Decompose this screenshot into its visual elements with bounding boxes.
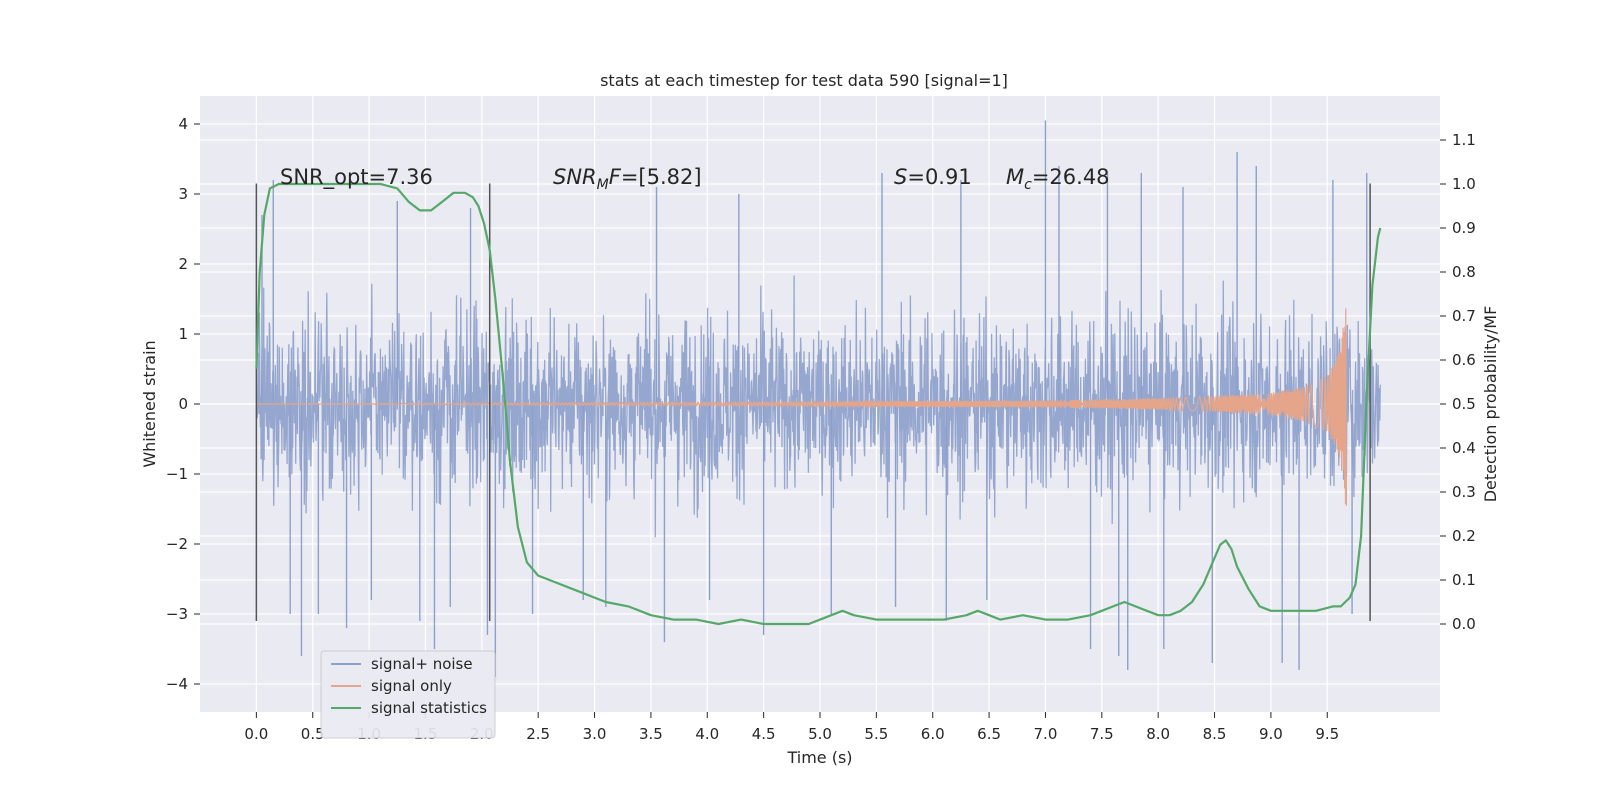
- right-y-tick-label: 1.1: [1452, 131, 1476, 149]
- annotation-snr-mf-base: SNR: [553, 165, 597, 189]
- y-tick-label: 3: [178, 185, 188, 203]
- annotations: SNR_opt=7.36 SNRMF=[5.82] S=0.91 Mc=26.4…: [280, 165, 1110, 193]
- right-y-tick-label: 0.0: [1452, 615, 1476, 633]
- right-y-axis-label: Detection probability/MF: [1481, 306, 1500, 503]
- x-tick-label: 6.5: [977, 725, 1001, 743]
- chart-title: stats at each timestep for test data 590…: [600, 71, 1008, 90]
- x-tick-label: 3.5: [639, 725, 663, 743]
- signal-only-trace: [256, 308, 1347, 506]
- y-tick-label: −4: [166, 675, 188, 693]
- annotation-s-value: =0.91: [907, 165, 971, 189]
- right-y-tick-label: 1.0: [1452, 175, 1476, 193]
- x-tick-label: 4.5: [752, 725, 776, 743]
- y-tick-label: −1: [166, 465, 188, 483]
- x-tick-label: 2.5: [526, 725, 550, 743]
- annotation-mc-sub: c: [1024, 177, 1032, 193]
- x-tick-label: 8.0: [1146, 725, 1170, 743]
- annotation-s-var: S: [894, 165, 907, 189]
- right-y-tick-label: 0.6: [1452, 351, 1476, 369]
- right-y-axis-ticks: 1.1 1.0 0.9 0.8 0.7 0.6 0.5 0.4 0.3 0.2 0.1 0.0: [1440, 131, 1476, 633]
- annotation-mc: Mc=26.48: [1006, 165, 1110, 193]
- right-y-tick-label: 0.7: [1452, 307, 1476, 325]
- x-axis-label: Time (s): [786, 748, 852, 767]
- y-tick-label: 0: [178, 395, 188, 413]
- x-tick-label: 4.0: [695, 725, 719, 743]
- right-y-tick-label: 0.3: [1452, 483, 1476, 501]
- annotation-snr-mf-value: =[5.82]: [621, 165, 702, 189]
- signal-statistics-line: [255, 182, 1382, 626]
- right-y-tick-label: 0.8: [1452, 263, 1476, 281]
- signal-only-series: [256, 308, 1347, 506]
- right-y-tick-label: 0.4: [1452, 439, 1476, 457]
- legend-label-signal-noise: signal+ noise: [371, 655, 473, 673]
- x-tick-label: 0.0: [244, 725, 268, 743]
- y-tick-label: −2: [166, 535, 188, 553]
- legend-box: [320, 650, 496, 739]
- annotation-mc-value: =26.48: [1032, 165, 1110, 189]
- right-y-tick-label: 0.2: [1452, 527, 1476, 545]
- x-tick-label: 0.5: [301, 725, 325, 743]
- legend-label-signal-only: signal only: [371, 677, 452, 695]
- x-tick-label: 8.5: [1203, 725, 1227, 743]
- signal-statistics-series: [255, 182, 1382, 626]
- legend: signal+ noise signal only signal statist…: [320, 650, 496, 739]
- x-axis-ticks: 0.00.51.01.52.02.53.03.54.04.55.05.56.06…: [244, 712, 1339, 743]
- annotation-snr-mf: SNRMF=[5.82]: [553, 165, 702, 193]
- y-axis-ticks: 4 3 2 1 0 −1 −2 −3 −4: [166, 115, 200, 693]
- x-tick-label: 3.0: [583, 725, 607, 743]
- annotation-snr-mf-sub: M: [597, 177, 609, 193]
- x-tick-label: 7.5: [1090, 725, 1114, 743]
- x-tick-label: 5.5: [864, 725, 888, 743]
- right-y-tick-label: 0.1: [1452, 571, 1476, 589]
- annotation-mc-var: M: [1006, 165, 1024, 189]
- x-tick-label: 7.0: [1034, 725, 1058, 743]
- y-axis-label: Whitened strain: [140, 340, 159, 467]
- annotation-snr-mf-tail: F: [609, 165, 622, 189]
- y-tick-label: 1: [178, 325, 188, 343]
- signal-noise-series: [255, 120, 1381, 677]
- x-tick-label: 9.5: [1315, 725, 1339, 743]
- right-y-tick-label: 0.5: [1452, 395, 1476, 413]
- x-tick-label: 6.0: [921, 725, 945, 743]
- x-tick-label: 9.0: [1259, 725, 1283, 743]
- x-tick-label: 5.0: [808, 725, 832, 743]
- legend-label-signal-statistics: signal statistics: [371, 699, 487, 717]
- annotation-snr-opt: SNR_opt=7.36: [280, 165, 433, 190]
- annotation-s: S=0.91: [894, 165, 972, 189]
- right-y-tick-label: 0.9: [1452, 219, 1476, 237]
- y-tick-label: 2: [178, 255, 188, 273]
- y-tick-label: −3: [166, 605, 188, 623]
- y-tick-label: 4: [178, 115, 188, 133]
